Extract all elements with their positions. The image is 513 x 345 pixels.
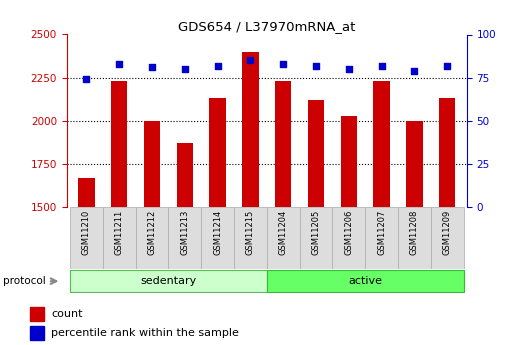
Bar — [267, 270, 464, 292]
Bar — [168, 207, 201, 269]
Text: GSM11210: GSM11210 — [82, 210, 91, 255]
Text: GSM11212: GSM11212 — [147, 210, 156, 255]
Bar — [373, 81, 390, 345]
Bar — [209, 98, 226, 345]
Text: GSM11215: GSM11215 — [246, 210, 255, 255]
Text: protocol: protocol — [3, 276, 46, 286]
Text: sedentary: sedentary — [140, 276, 196, 286]
Text: GSM11209: GSM11209 — [443, 210, 451, 255]
Point — [410, 68, 419, 73]
Bar — [70, 207, 103, 269]
Point — [82, 77, 90, 82]
Point — [213, 63, 222, 68]
Text: GSM11214: GSM11214 — [213, 210, 222, 255]
Point — [443, 63, 451, 68]
Bar — [234, 207, 267, 269]
Text: percentile rank within the sample: percentile rank within the sample — [51, 328, 239, 338]
Bar — [275, 81, 291, 345]
Bar — [365, 207, 398, 269]
Bar — [30, 326, 44, 339]
Point — [115, 61, 123, 67]
Point — [246, 58, 254, 63]
Bar — [201, 207, 234, 269]
Title: GDS654 / L37970mRNA_at: GDS654 / L37970mRNA_at — [178, 20, 356, 33]
Bar — [111, 81, 127, 345]
Text: GSM11204: GSM11204 — [279, 210, 288, 255]
Text: GSM11206: GSM11206 — [344, 210, 353, 256]
Text: active: active — [348, 276, 382, 286]
Bar — [78, 178, 94, 345]
Bar — [30, 307, 44, 321]
Bar — [439, 98, 456, 345]
Bar — [398, 207, 431, 269]
Bar — [103, 207, 135, 269]
Point — [312, 63, 320, 68]
Bar — [406, 121, 423, 345]
Text: GSM11207: GSM11207 — [377, 210, 386, 256]
Point — [279, 61, 287, 67]
Bar — [332, 207, 365, 269]
Text: GSM11211: GSM11211 — [115, 210, 124, 255]
Text: GSM11205: GSM11205 — [311, 210, 321, 255]
Text: GSM11213: GSM11213 — [180, 210, 189, 256]
Bar — [242, 52, 259, 345]
Bar — [144, 121, 160, 345]
Point — [148, 65, 156, 70]
Point — [378, 63, 386, 68]
Bar — [431, 207, 464, 269]
Bar — [300, 207, 332, 269]
Text: count: count — [51, 309, 83, 319]
Point — [345, 66, 353, 72]
Bar — [341, 116, 357, 345]
Point — [181, 66, 189, 72]
Bar — [267, 207, 300, 269]
Bar — [308, 100, 324, 345]
Bar — [70, 270, 267, 292]
Text: GSM11208: GSM11208 — [410, 210, 419, 256]
Bar — [176, 143, 193, 345]
Bar — [135, 207, 168, 269]
